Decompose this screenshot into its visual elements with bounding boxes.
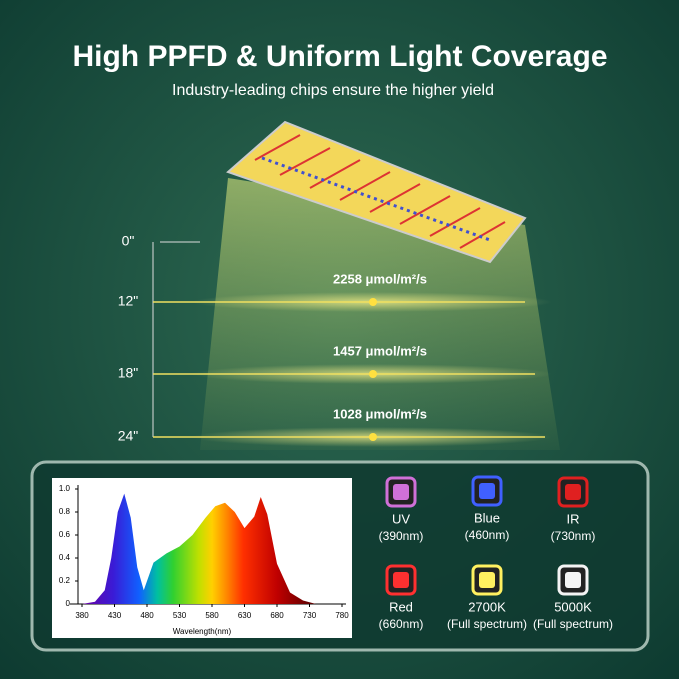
y-tick-label: 1.0 — [59, 484, 71, 493]
x-axis-title: Wavelength(nm) — [173, 627, 232, 636]
led-chip — [565, 572, 581, 588]
led-name: UV — [392, 511, 410, 526]
led-chip — [479, 483, 495, 499]
subtitle: Industry-leading chips ensure the higher… — [172, 82, 494, 99]
x-tick-label: 680 — [270, 611, 284, 620]
y-tick-label: 0.8 — [59, 507, 71, 516]
x-tick-label: 630 — [238, 611, 252, 620]
x-tick-label: 780 — [335, 611, 349, 620]
ppfd-label: 1457 μmol/m²/s — [333, 343, 427, 358]
led-chip — [393, 572, 409, 588]
led-name: IR — [567, 511, 580, 526]
height-label: 18" — [118, 365, 139, 381]
y-tick-label: 0 — [66, 599, 71, 608]
y-tick-label: 0.4 — [59, 553, 71, 562]
x-tick-label: 530 — [173, 611, 187, 620]
led-spec: (660nm) — [379, 617, 424, 631]
x-tick-label: 580 — [205, 611, 219, 620]
led-spec: (390nm) — [379, 529, 424, 543]
spectrum-area — [82, 493, 316, 604]
height-label: 12" — [118, 293, 139, 309]
x-tick-label: 730 — [303, 611, 317, 620]
center-dot — [369, 298, 377, 306]
center-dot — [369, 433, 377, 441]
x-tick-label: 480 — [140, 611, 154, 620]
led-name: 5000K — [554, 599, 592, 614]
center-dot — [369, 370, 377, 378]
led-name: Red — [389, 599, 413, 614]
height-label: 0" — [122, 233, 135, 249]
y-tick-label: 0.6 — [59, 530, 71, 539]
led-name: 2700K — [468, 599, 506, 614]
ppfd-label: 1028 μmol/m²/s — [333, 406, 427, 421]
ppfd-label: 2258 μmol/m²/s — [333, 271, 427, 286]
x-tick-label: 430 — [108, 611, 122, 620]
height-label: 24" — [118, 428, 139, 444]
title: High PPFD & Uniform Light Coverage — [72, 40, 607, 73]
led-chip — [479, 572, 495, 588]
y-tick-label: 0.2 — [59, 576, 71, 585]
led-name: Blue — [474, 510, 500, 525]
led-chip — [565, 484, 581, 500]
led-spec: (460nm) — [465, 528, 510, 542]
lamp — [226, 120, 527, 264]
x-tick-label: 380 — [75, 611, 89, 620]
led-spec: (730nm) — [551, 529, 596, 543]
led-spec: (Full spectrum) — [533, 617, 613, 631]
led-spec: (Full spectrum) — [447, 617, 527, 631]
led-chip — [393, 484, 409, 500]
